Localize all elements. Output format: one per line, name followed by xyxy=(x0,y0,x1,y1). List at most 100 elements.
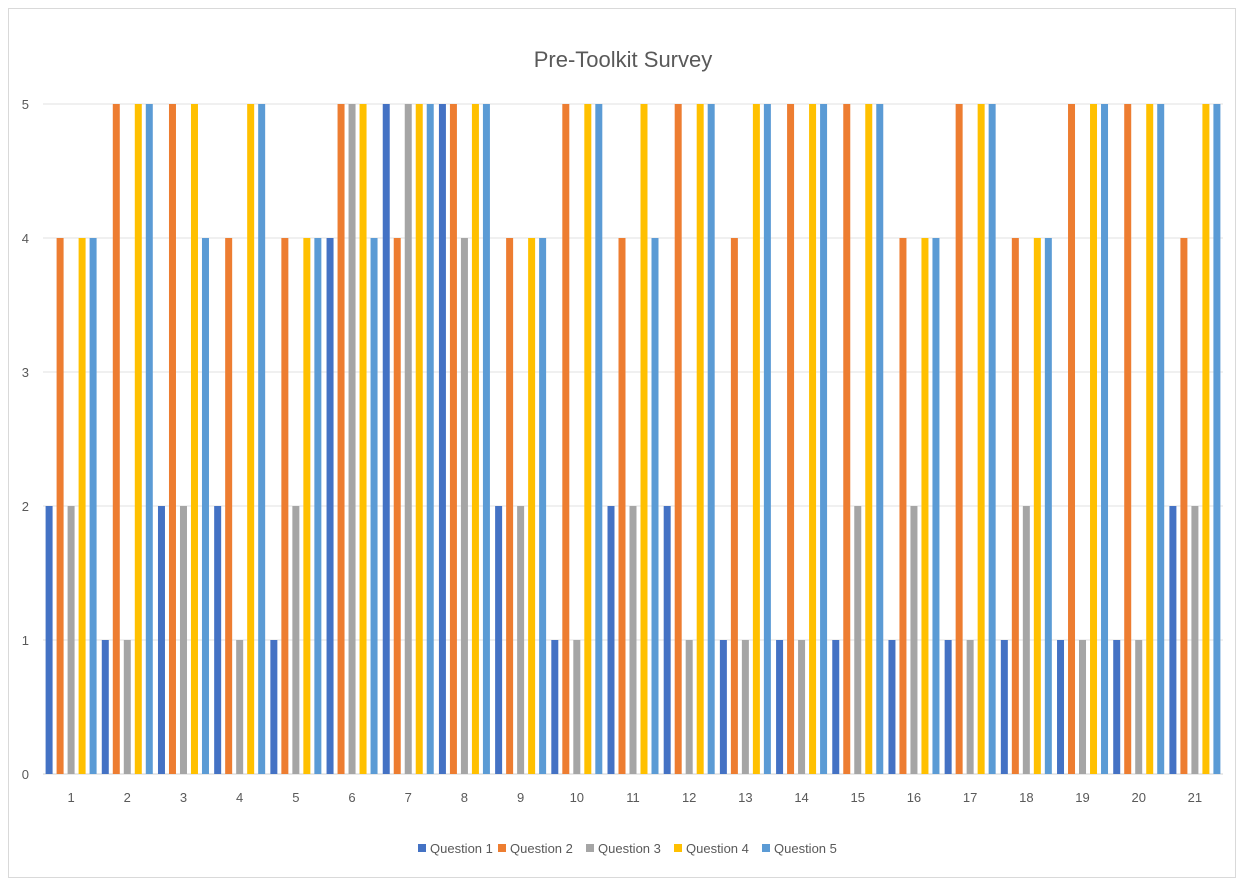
chart-title: Pre-Toolkit Survey xyxy=(534,47,713,72)
bar xyxy=(214,506,222,774)
bar xyxy=(741,640,749,774)
bar xyxy=(640,104,648,774)
x-tick-label: 7 xyxy=(405,790,412,805)
bar xyxy=(730,238,738,774)
bar xyxy=(201,238,209,774)
y-tick-label: 5 xyxy=(22,97,29,112)
bar xyxy=(1022,506,1030,774)
bar xyxy=(776,640,784,774)
bar xyxy=(517,506,525,774)
bar xyxy=(752,104,760,774)
bar xyxy=(988,104,996,774)
bar xyxy=(67,506,75,774)
bar xyxy=(651,238,659,774)
bar xyxy=(1135,640,1143,774)
legend-label: Question 2 xyxy=(510,841,573,856)
bar xyxy=(888,640,896,774)
bar xyxy=(573,640,581,774)
bar xyxy=(415,104,423,774)
bar xyxy=(45,506,53,774)
bar xyxy=(168,104,176,774)
bar xyxy=(1033,238,1041,774)
x-tick-label: 18 xyxy=(1019,790,1033,805)
legend-swatch xyxy=(498,844,506,852)
bar xyxy=(966,640,974,774)
bar xyxy=(1202,104,1210,774)
legend-label: Question 4 xyxy=(686,841,749,856)
bar xyxy=(763,104,771,774)
legend-swatch xyxy=(586,844,594,852)
bar xyxy=(134,104,142,774)
y-tick-label: 0 xyxy=(22,767,29,782)
bar xyxy=(314,238,322,774)
bar xyxy=(798,640,806,774)
bar xyxy=(899,238,907,774)
bar xyxy=(1180,238,1188,774)
bar xyxy=(707,104,715,774)
y-tick-label: 1 xyxy=(22,633,29,648)
bar xyxy=(832,640,840,774)
bar xyxy=(787,104,795,774)
bar xyxy=(696,104,704,774)
bar xyxy=(854,506,862,774)
y-tick-label: 2 xyxy=(22,499,29,514)
bar xyxy=(337,104,345,774)
legend-label: Question 5 xyxy=(774,841,837,856)
bar xyxy=(1146,104,1154,774)
bar xyxy=(528,238,536,774)
x-tick-label: 8 xyxy=(461,790,468,805)
x-tick-label: 21 xyxy=(1188,790,1202,805)
bar xyxy=(78,238,86,774)
bar xyxy=(370,238,378,774)
bars xyxy=(45,104,1221,774)
bar xyxy=(449,104,457,774)
legend-swatch xyxy=(418,844,426,852)
x-tick-label: 12 xyxy=(682,790,696,805)
bar xyxy=(843,104,851,774)
bar xyxy=(629,506,637,774)
bar xyxy=(865,104,873,774)
bar xyxy=(438,104,446,774)
bar xyxy=(326,238,334,774)
bar xyxy=(1011,238,1019,774)
bar xyxy=(1079,640,1087,774)
x-tick-label: 3 xyxy=(180,790,187,805)
x-tick-label: 4 xyxy=(236,790,243,805)
bar xyxy=(157,506,165,774)
bar xyxy=(820,104,828,774)
x-axis: 1 2 3 4 5 6 7 8 9 10 11 12 13 14 15 16 17 18 19 20 21 xyxy=(67,790,1202,805)
x-tick-label: 9 xyxy=(517,790,524,805)
bar xyxy=(1044,238,1052,774)
bar xyxy=(618,238,626,774)
bar xyxy=(674,104,682,774)
bar xyxy=(382,104,390,774)
bar xyxy=(539,238,547,774)
x-tick-label: 13 xyxy=(738,790,752,805)
bar xyxy=(123,640,131,774)
x-tick-label: 20 xyxy=(1131,790,1145,805)
x-tick-label: 5 xyxy=(292,790,299,805)
bar xyxy=(955,104,963,774)
legend-swatch xyxy=(762,844,770,852)
x-tick-label: 6 xyxy=(348,790,355,805)
bar xyxy=(258,104,266,774)
x-tick-label: 16 xyxy=(907,790,921,805)
bar xyxy=(471,104,479,774)
x-tick-label: 11 xyxy=(626,790,640,805)
bar xyxy=(595,104,603,774)
bar xyxy=(89,238,97,774)
bar xyxy=(112,104,120,774)
bar xyxy=(292,506,300,774)
bar xyxy=(1057,640,1065,774)
y-tick-label: 4 xyxy=(22,231,29,246)
bar xyxy=(495,506,503,774)
bar xyxy=(584,104,592,774)
bar xyxy=(1157,104,1165,774)
legend-swatch xyxy=(674,844,682,852)
bar xyxy=(562,104,570,774)
bar xyxy=(179,506,187,774)
bar xyxy=(719,640,727,774)
bar xyxy=(145,104,153,774)
